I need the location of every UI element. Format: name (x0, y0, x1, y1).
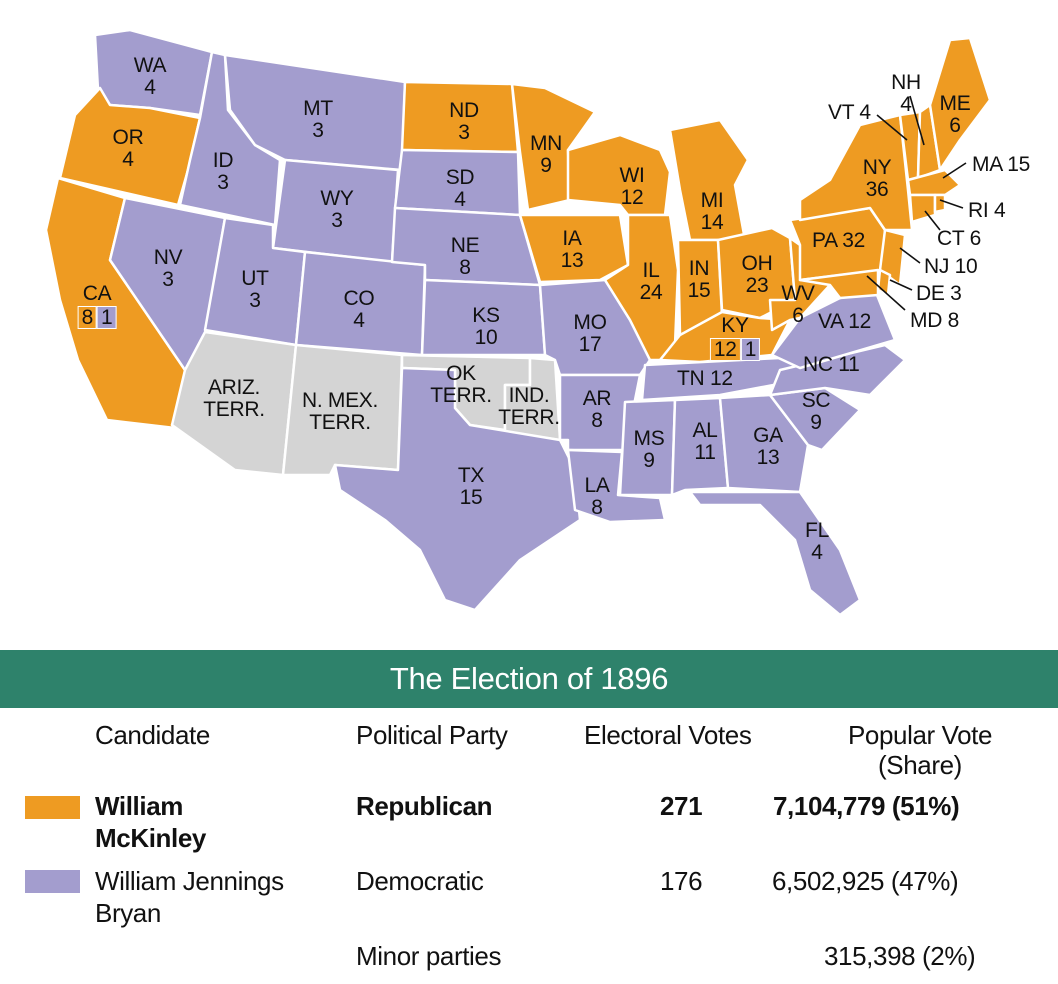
popular-democratic: 6,502,925 (47%) (772, 866, 959, 896)
label-VA: VA 12 (818, 310, 872, 333)
label-TX: TX 15 (457, 464, 485, 509)
label-FL: FL 4 (805, 519, 829, 564)
popular-republican: 7,104,779 (51%) (773, 791, 960, 821)
popular-minor: 315,398 (2%) (824, 941, 976, 971)
header-electoral: Electoral Votes (584, 720, 752, 750)
label-WI: WI 12 (619, 164, 645, 209)
label-ME: ME 6 (939, 92, 971, 137)
chart-title: The Election of 1896 (389, 661, 669, 696)
label-OH: OH 23 (741, 252, 773, 297)
candidate-bryan: William Jennings Bryan (95, 866, 284, 928)
label-NH: NH 4 (891, 71, 921, 116)
label-DE: DE 3 (916, 282, 962, 305)
header-popular: Popular Vote (Share) (847, 720, 993, 780)
legend-swatch-democratic (25, 870, 80, 893)
state-GA (718, 393, 810, 494)
state-IA (518, 213, 630, 284)
electoral-republican: 271 (660, 791, 703, 821)
label-SC: SC 9 (801, 389, 831, 434)
ky-rep-votes: 12 (709, 338, 741, 361)
label-territory-NM: N. MEX. TERR. (301, 389, 379, 434)
label-MI: MI 14 (700, 189, 724, 234)
state-ME (928, 36, 992, 172)
label-LA: LA 8 (584, 474, 610, 519)
label-IL: IL 24 (639, 259, 663, 304)
label-NY: NY 36 (862, 156, 892, 201)
ky-dem-votes: 1 (740, 338, 761, 361)
label-RI: RI 4 (968, 199, 1006, 222)
party-minor: Minor parties (356, 941, 502, 971)
label-VT: VT 4 (828, 101, 871, 124)
state-FL (688, 490, 862, 617)
label-territory-AZ: ARIZ. TERR. (203, 376, 265, 421)
label-KY: KY 12 1 (709, 315, 761, 361)
legend-swatch-republican (25, 796, 80, 819)
party-republican: Republican (356, 791, 493, 821)
label-CT: CT 6 (937, 227, 981, 250)
state-IL (603, 213, 680, 362)
ca-dem-votes: 1 (97, 306, 117, 329)
label-NV: NV 3 (153, 246, 183, 291)
label-NC: NC 11 (803, 353, 860, 376)
candidate-mckinley: William McKinley (95, 791, 206, 853)
label-TN: TN 12 (677, 367, 733, 390)
label-MN: MN 9 (529, 132, 563, 177)
label-MA: MA 15 (972, 153, 1031, 176)
label-UT: UT 3 (241, 267, 269, 312)
label-NE: NE 8 (450, 234, 480, 279)
label-territory-OK: OK TERR. (430, 362, 492, 407)
header-candidate: Candidate (95, 720, 210, 750)
state-RI (933, 193, 947, 214)
label-WY: WY 3 (320, 187, 354, 232)
label-AR: AR 8 (582, 387, 612, 432)
map-shapes (44, 28, 992, 617)
label-WV: WV 6 (781, 282, 815, 327)
label-SD: SD 4 (445, 166, 475, 211)
title-bar: The Election of 1896 (0, 650, 1058, 708)
label-OR: OR 4 (112, 126, 144, 171)
electoral-democratic: 176 (660, 866, 703, 896)
label-GA: GA 13 (753, 424, 783, 469)
party-democratic: Democratic (356, 866, 484, 896)
label-IA: IA 13 (560, 227, 584, 272)
header-party: Political Party (356, 720, 508, 750)
label-ND: ND 3 (449, 99, 479, 144)
label-NJ: NJ 10 (924, 255, 978, 278)
label-MO: MO 17 (573, 311, 607, 356)
label-WA: WA 4 (133, 54, 167, 99)
label-PA: PA 32 (812, 229, 866, 252)
label-IN: IN 15 (687, 257, 711, 302)
state-AL (670, 396, 730, 497)
label-territory-IND: IND. TERR. (498, 384, 560, 429)
label-KS: KS 10 (472, 304, 500, 349)
state-TX (333, 366, 582, 612)
label-MT: MT 3 (303, 97, 333, 142)
label-CO: CO 4 (343, 287, 375, 332)
label-MD: MD 8 (910, 309, 959, 332)
label-AL: AL 11 (692, 419, 718, 464)
state-MI (668, 118, 750, 242)
state-NC (768, 343, 907, 397)
ca-rep-votes: 8 (77, 306, 97, 329)
label-MS: MS 9 (633, 427, 665, 472)
label-ID: ID 3 (212, 149, 234, 194)
state-MD (798, 268, 880, 300)
